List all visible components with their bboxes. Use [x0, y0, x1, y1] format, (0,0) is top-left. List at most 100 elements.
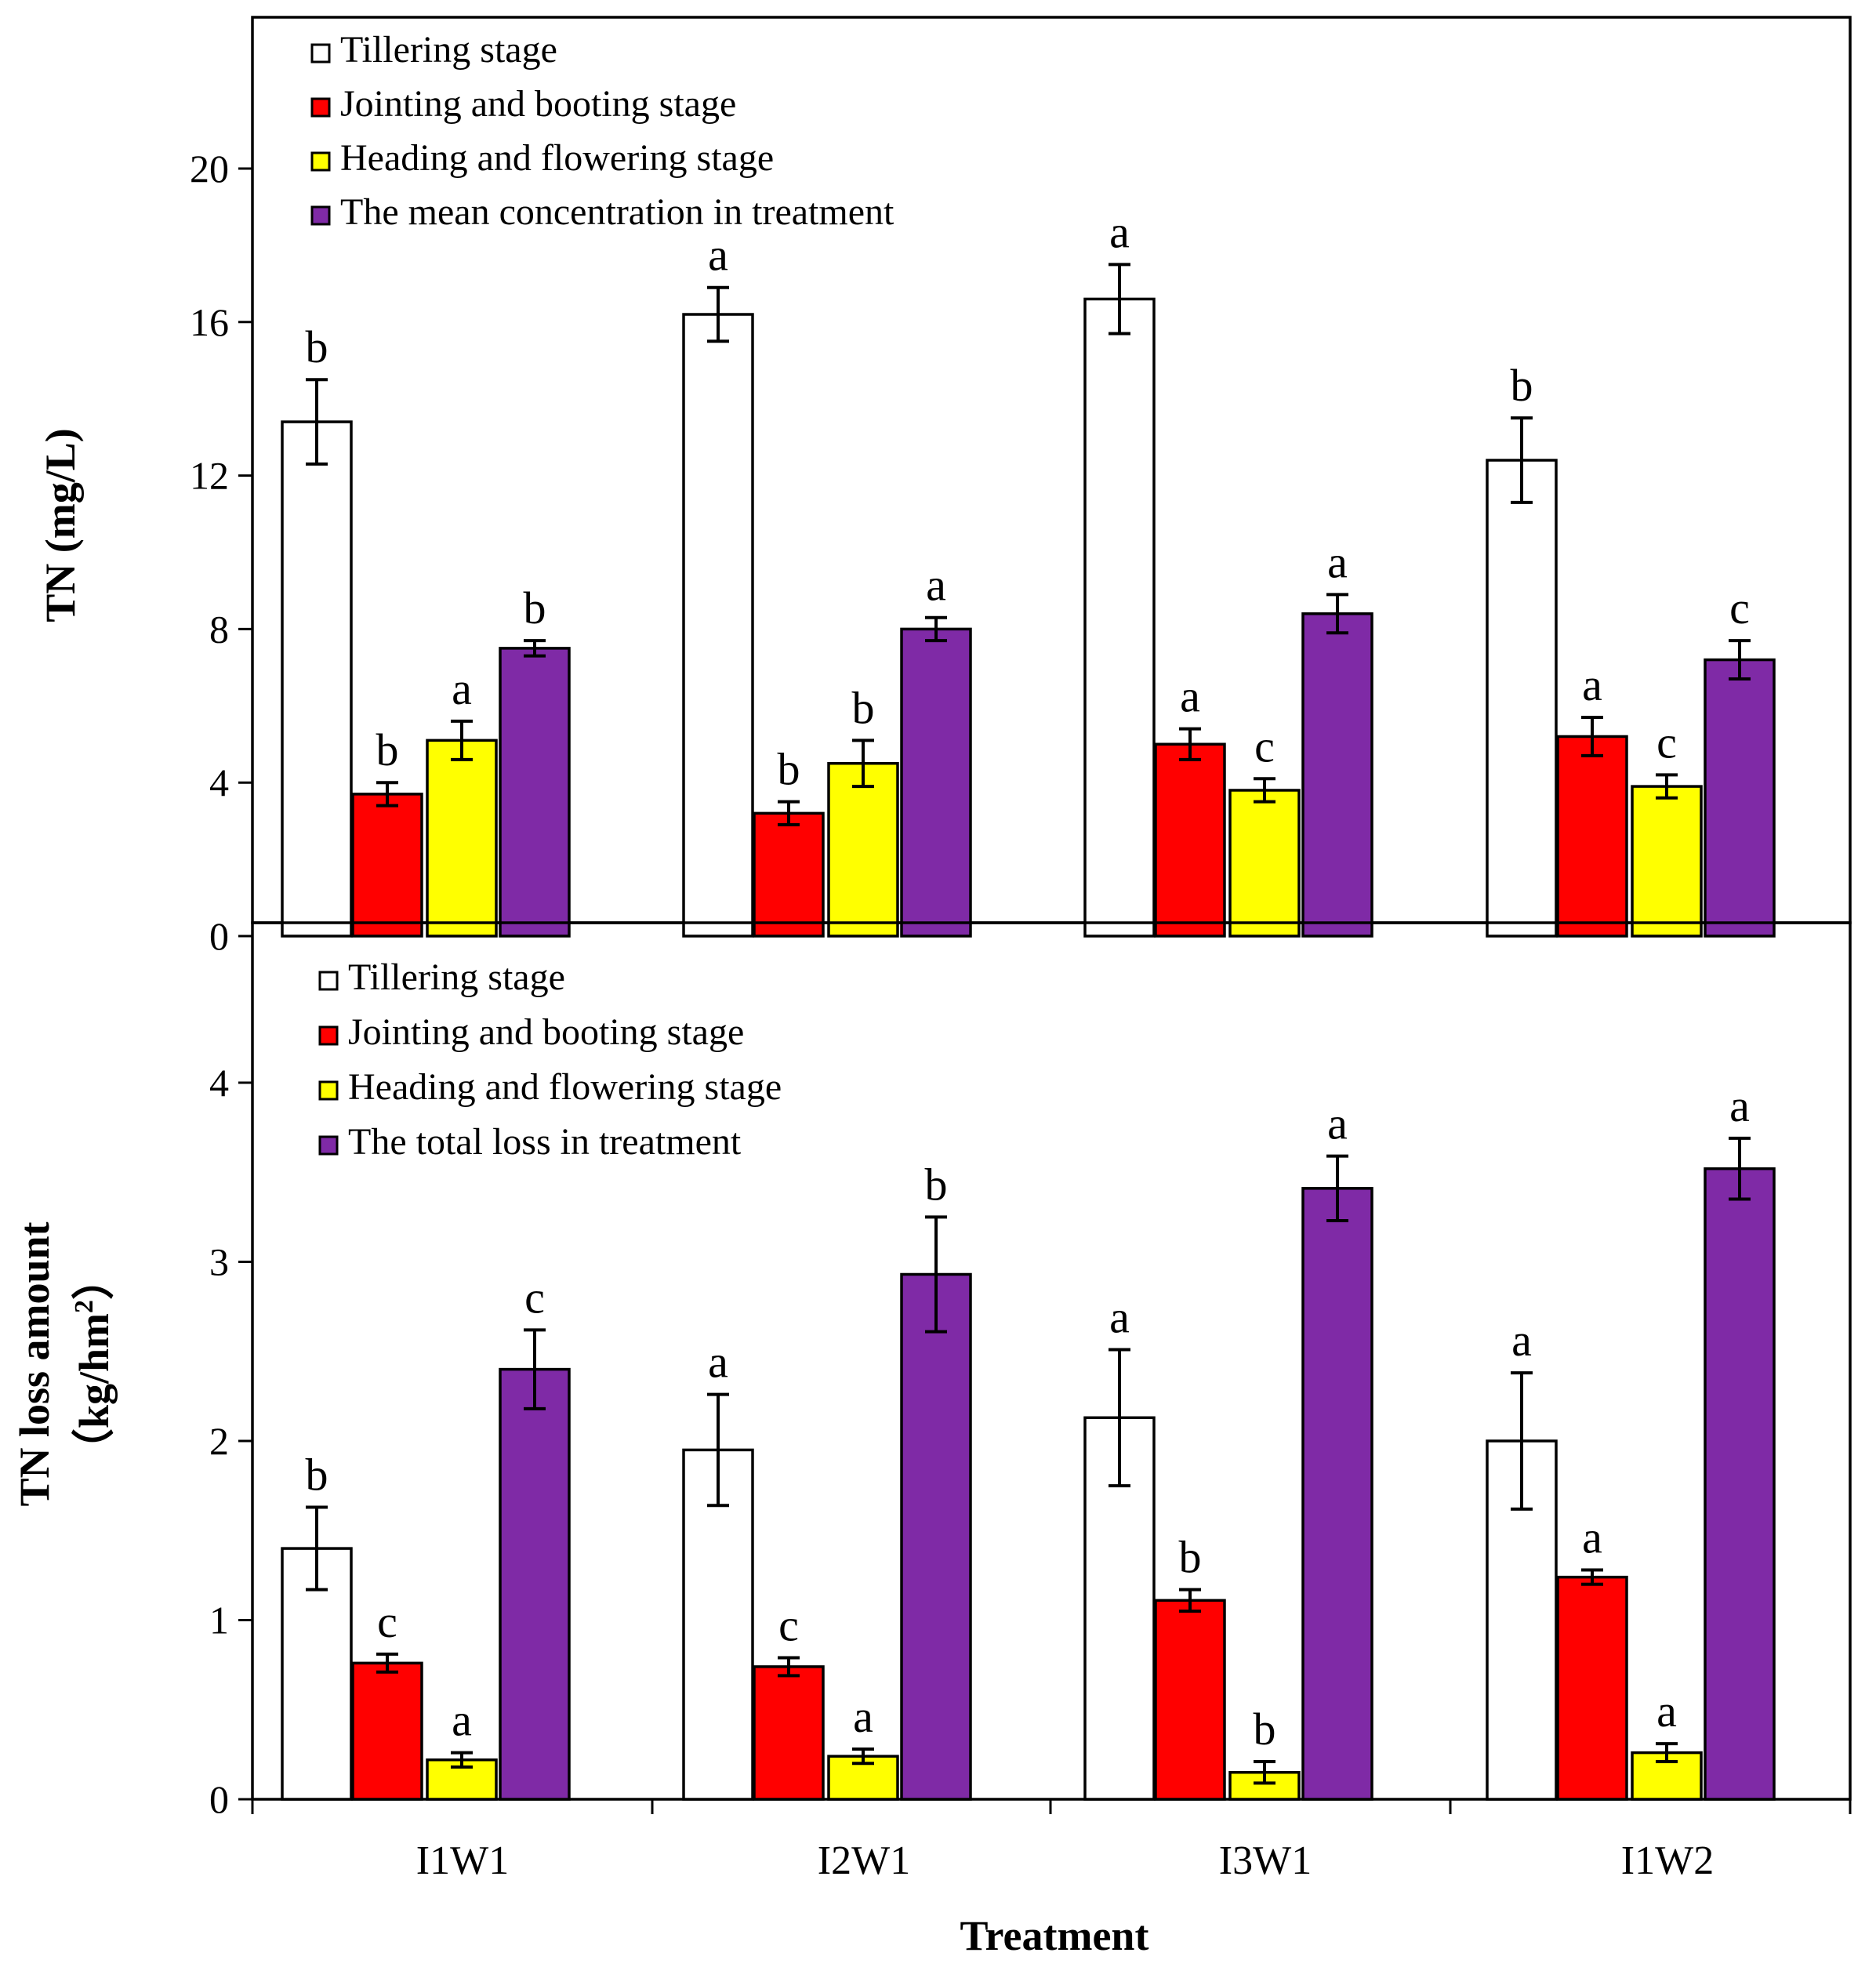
- legend-swatch: [310, 43, 331, 64]
- legend-swatch: [318, 1025, 339, 1046]
- y-tick-label: 3: [209, 1240, 229, 1284]
- legend-swatch: [318, 1135, 339, 1156]
- significance-letter: c: [778, 1599, 799, 1650]
- bar: [753, 811, 825, 938]
- significance-letter: a: [1582, 1512, 1602, 1563]
- bottom-y-axis-title-line2: （kg/hm2）: [70, 1258, 118, 1471]
- bar: [499, 647, 571, 938]
- bar: [1631, 785, 1703, 938]
- x-category-label: I3W1: [1219, 1838, 1312, 1883]
- significance-letter: a: [1109, 206, 1130, 257]
- legend-swatch: [310, 151, 331, 172]
- bar: [827, 761, 899, 938]
- significance-letter: c: [1254, 720, 1275, 771]
- top-panel: 0 4 8 12 16 20 b a a b b b a a a b c c b a a c Tillering stage…: [190, 16, 1852, 958]
- significance-letter: c: [1656, 717, 1677, 768]
- bar: [1556, 1575, 1628, 1801]
- significance-letter: b: [778, 744, 800, 795]
- y-tick-label: 4: [209, 1061, 229, 1105]
- x-category-label: I2W1: [818, 1838, 910, 1883]
- y-tick-label: 2: [209, 1419, 229, 1463]
- x-axis-title: Treatment: [960, 1912, 1149, 1959]
- legend-swatch: [318, 1080, 339, 1101]
- significance-letter: b: [925, 1159, 948, 1210]
- shared-x-axis: I1W1 I2W1 I3W1 I1W2: [251, 1799, 1852, 1883]
- significance-letter: a: [708, 1337, 728, 1388]
- significance-letter: c: [524, 1272, 545, 1323]
- significance-letter: b: [1511, 360, 1533, 411]
- significance-letter: a: [452, 663, 472, 714]
- significance-letter: a: [1327, 1098, 1348, 1149]
- significance-letter: b: [1254, 1704, 1276, 1755]
- legend-label: Tillering stage: [340, 29, 557, 71]
- significance-letter: a: [1656, 1686, 1677, 1737]
- legend-label: The total loss in treatment: [348, 1121, 742, 1163]
- x-category-label: I1W2: [1621, 1838, 1714, 1883]
- significance-letter: a: [452, 1695, 472, 1746]
- bottom-y-axis-title-line1: TN loss amount: [11, 1221, 58, 1506]
- significance-letter: a: [926, 560, 946, 611]
- significance-letter: c: [1729, 583, 1750, 633]
- legend-label: Jointing and booting stage: [340, 83, 736, 125]
- significance-letter: a: [1109, 1291, 1130, 1342]
- significance-letter: c: [377, 1596, 397, 1647]
- bar: [1556, 735, 1628, 938]
- bar: [1083, 297, 1156, 938]
- bar: [1301, 612, 1373, 938]
- unit-suffix: ）: [71, 1258, 118, 1300]
- significance-letter: a: [1511, 1315, 1532, 1366]
- significance-letter: a: [1729, 1080, 1750, 1131]
- significance-letter: a: [1327, 536, 1348, 587]
- legend-label: The mean concentration in treatment: [340, 191, 894, 233]
- bar: [682, 1448, 754, 1801]
- bar: [900, 1272, 972, 1801]
- legend-swatch: [310, 97, 331, 118]
- significance-letter: a: [1180, 671, 1200, 722]
- significance-letter: a: [853, 1691, 873, 1742]
- bar: [281, 420, 353, 938]
- bar: [1704, 1167, 1776, 1801]
- bar: [1704, 658, 1776, 938]
- bar: [1486, 459, 1558, 938]
- y-tick-label: 0: [209, 914, 229, 958]
- bar: [351, 1661, 423, 1801]
- bar: [426, 739, 498, 938]
- bar: [900, 627, 972, 938]
- unit-prefix: （kg/hm: [71, 1313, 118, 1471]
- bar: [1301, 1187, 1373, 1801]
- y-tick-label: 4: [209, 760, 229, 804]
- unit-superscript: 2: [70, 1300, 99, 1313]
- significance-letter: a: [1582, 659, 1602, 710]
- x-category-label: I1W1: [416, 1838, 509, 1883]
- legend-label: Heading and flowering stage: [348, 1066, 782, 1108]
- bar: [1228, 789, 1301, 938]
- legend-swatch: [310, 205, 331, 226]
- y-tick-label: 8: [209, 607, 229, 651]
- legend-swatch: [318, 971, 339, 991]
- significance-letter: b: [376, 724, 399, 775]
- significance-letter: b: [852, 682, 875, 733]
- bar: [1154, 742, 1226, 938]
- legend-label: Jointing and booting stage: [348, 1011, 744, 1053]
- bar: [753, 1665, 825, 1801]
- significance-letter: a: [708, 230, 728, 281]
- bottom-panel: 0 1 2 3 4 b a a a c c b a a a b a c b a a Tillering stage Join…: [209, 921, 1852, 1821]
- bar: [1631, 1751, 1703, 1801]
- bar: [351, 793, 423, 938]
- bar: [1154, 1599, 1226, 1801]
- legend-label: Heading and flowering stage: [340, 137, 774, 179]
- legend-label: Tillering stage: [348, 956, 565, 998]
- bar: [499, 1367, 571, 1801]
- y-tick-label: 12: [190, 454, 229, 498]
- y-tick-label: 16: [190, 300, 229, 344]
- y-tick-label: 0: [209, 1777, 229, 1821]
- y-tick-label: 20: [190, 147, 229, 191]
- significance-letter: b: [1179, 1532, 1202, 1583]
- top-y-axis-title: TN (mg/L): [37, 428, 84, 622]
- significance-letter: b: [306, 321, 328, 372]
- bar: [682, 313, 754, 938]
- significance-letter: b: [524, 583, 546, 633]
- significance-letter: b: [306, 1450, 328, 1501]
- y-tick-label: 1: [209, 1599, 229, 1642]
